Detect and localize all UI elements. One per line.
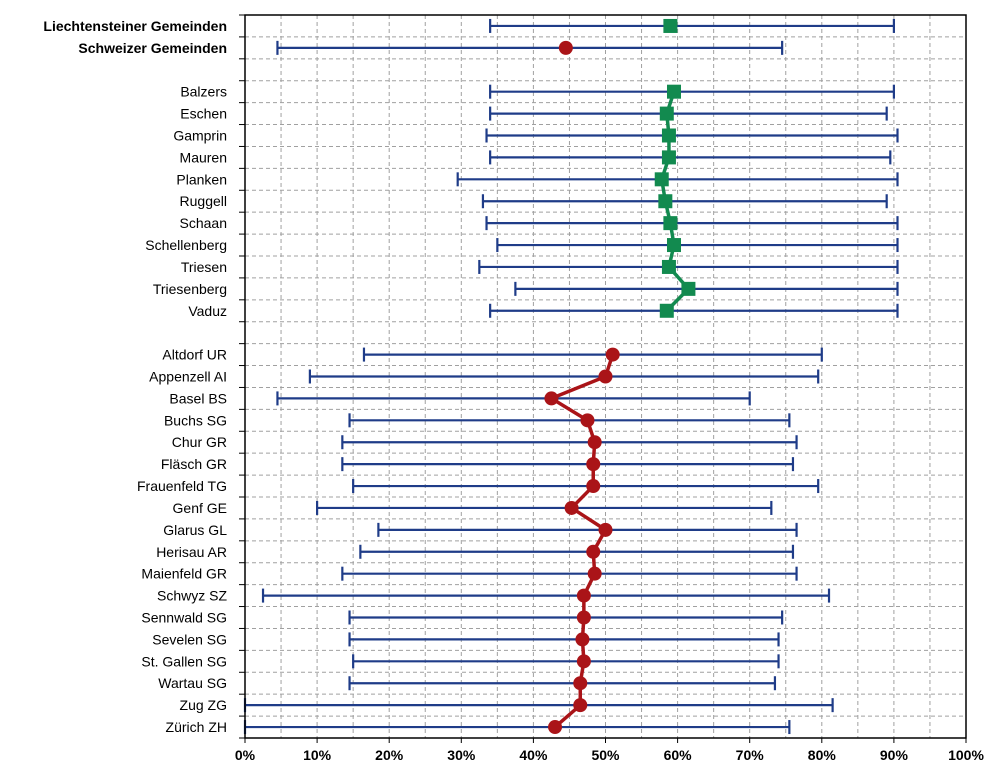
- category-label: Genf GE: [173, 500, 227, 516]
- value-marker-circle: [576, 610, 591, 625]
- category-label: Schweizer Gemeinden: [78, 40, 227, 56]
- value-marker-square: [663, 216, 678, 231]
- value-marker-circle: [558, 40, 573, 55]
- category-label: Ruggell: [180, 193, 227, 209]
- value-marker-square: [681, 281, 696, 296]
- value-marker-square: [654, 172, 669, 187]
- value-marker-circle: [573, 676, 588, 691]
- markers: [544, 18, 696, 735]
- x-tick-label: 40%: [519, 747, 548, 763]
- x-tick-label: 10%: [303, 747, 332, 763]
- x-tick-label: 80%: [808, 747, 837, 763]
- value-marker-square: [666, 84, 681, 99]
- category-label: Fläsch GR: [161, 456, 227, 472]
- category-label: Sevelen SG: [152, 631, 227, 647]
- value-marker-circle: [598, 522, 613, 537]
- category-label: Appenzell AI: [149, 369, 227, 385]
- x-tick-label: 70%: [736, 747, 765, 763]
- value-marker-circle: [586, 457, 601, 472]
- x-tick-label: 90%: [880, 747, 909, 763]
- x-tick-label: 50%: [591, 747, 620, 763]
- category-label: Basel BS: [169, 390, 227, 406]
- range-bars: [243, 18, 899, 735]
- value-marker-circle: [575, 632, 590, 647]
- category-label: Triesen: [181, 259, 227, 275]
- value-marker-square: [658, 194, 673, 209]
- x-tick-label: 60%: [664, 747, 693, 763]
- category-label: Schellenberg: [145, 237, 227, 253]
- value-marker-circle: [586, 544, 601, 559]
- value-marker-circle: [544, 391, 559, 406]
- value-marker-square: [663, 18, 678, 33]
- x-axis-ticks: 0% 10% 20% 30% 40% 50% 60% 70% 80% 90% 100%: [235, 738, 984, 763]
- category-label: Liechtensteiner Gemeinden: [43, 18, 227, 34]
- category-label: St. Gallen SG: [141, 653, 227, 669]
- category-label: Glarus GL: [163, 522, 227, 538]
- value-marker-square: [661, 150, 676, 165]
- value-marker-square: [666, 238, 681, 253]
- value-marker-square: [659, 106, 674, 121]
- category-label: Mauren: [180, 149, 227, 165]
- category-label: Schwyz SZ: [157, 588, 227, 604]
- plot-frame: [244, 14, 967, 739]
- value-marker-circle: [573, 698, 588, 713]
- category-label: Herisau AR: [156, 544, 227, 560]
- x-tick-label: 100%: [948, 747, 984, 763]
- value-marker-circle: [564, 500, 579, 515]
- value-marker-circle: [587, 566, 602, 581]
- category-label: Zug ZG: [180, 697, 227, 713]
- value-marker-circle: [576, 588, 591, 603]
- category-labels: Liechtensteiner Gemeinden Schweizer Gemei…: [43, 18, 227, 735]
- category-label: Wartau SG: [158, 675, 227, 691]
- value-marker-circle: [548, 720, 563, 735]
- value-marker-circle: [586, 479, 601, 494]
- value-marker-circle: [605, 347, 620, 362]
- value-marker-circle: [587, 435, 602, 450]
- category-label: Planken: [176, 171, 227, 187]
- category-label: Gamprin: [173, 128, 227, 144]
- value-marker-square: [661, 259, 676, 274]
- x-tick-label: 30%: [447, 747, 476, 763]
- category-label: Eschen: [180, 106, 227, 122]
- category-label: Zürich ZH: [166, 719, 227, 735]
- value-marker-circle: [580, 413, 595, 428]
- category-label: Sennwald SG: [141, 610, 227, 626]
- value-marker-square: [659, 303, 674, 318]
- category-label: Vaduz: [188, 303, 227, 319]
- value-marker-circle: [598, 369, 613, 384]
- value-marker-circle: [576, 654, 591, 669]
- category-label: Balzers: [180, 84, 227, 100]
- category-label: Chur GR: [172, 434, 227, 450]
- x-tick-label: 0%: [235, 747, 256, 763]
- category-label: Triesenberg: [153, 281, 227, 297]
- category-label: Schaan: [180, 215, 227, 231]
- x-tick-label: 20%: [375, 747, 404, 763]
- value-marker-square: [661, 128, 676, 143]
- category-label: Maienfeld GR: [141, 566, 227, 582]
- category-label: Buchs SG: [164, 412, 227, 428]
- category-label: Frauenfeld TG: [137, 478, 227, 494]
- category-label: Altdorf UR: [162, 347, 227, 363]
